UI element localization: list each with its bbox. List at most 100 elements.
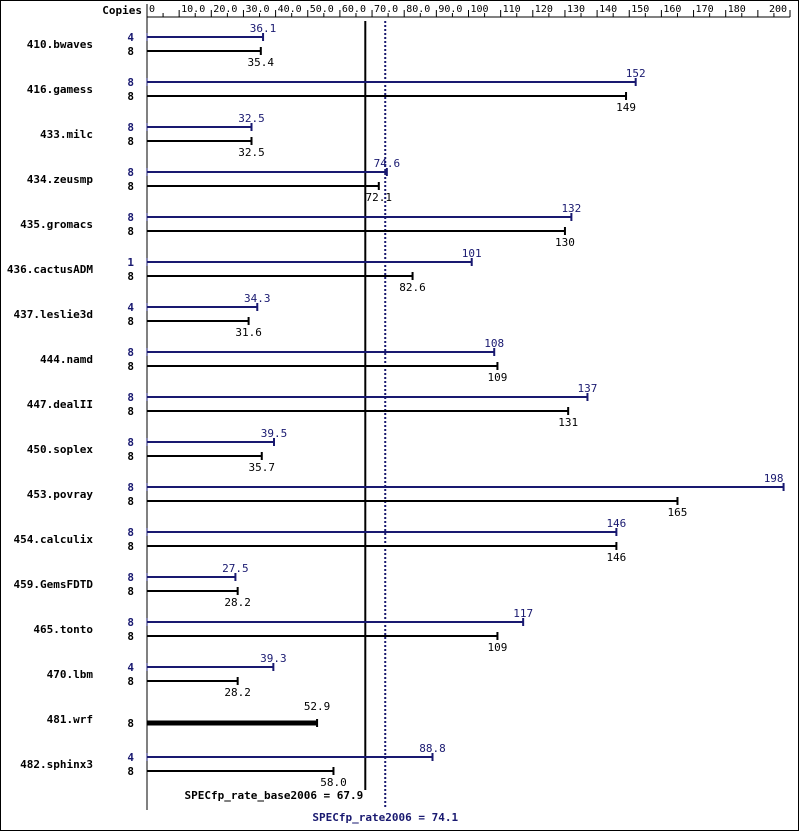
- base-copies: 8: [127, 90, 134, 103]
- tick-label: 30.0: [245, 4, 269, 15]
- base-copies: 8: [127, 585, 134, 598]
- base-copies: 8: [127, 180, 134, 193]
- benchmark-rows: 410.bwaves436.1835.4416.gamess8152814943…: [7, 22, 785, 789]
- peak-value-label: 39.3: [260, 652, 287, 665]
- base-value-label: 32.5: [238, 146, 265, 159]
- base-value-label: 35.4: [248, 56, 275, 69]
- tick-label: 140: [599, 4, 617, 15]
- benchmark-row: 435.gromacs 8 132 8 130: [20, 202, 581, 249]
- peak-copies: 8: [127, 391, 134, 404]
- peak-copies: 8: [127, 571, 134, 584]
- peak-value-label: 88.8: [419, 742, 446, 755]
- benchmark-name: 410.bwaves: [27, 38, 93, 51]
- peak-value-label: 32.5: [238, 112, 265, 125]
- benchmark-name: 444.namd: [40, 353, 93, 366]
- base-copies: 8: [127, 495, 134, 508]
- tick-label: 90.0: [438, 4, 462, 15]
- peak-copies: 8: [127, 346, 134, 359]
- benchmark-name: 450.soplex: [27, 443, 94, 456]
- tick-label: 120: [535, 4, 553, 15]
- peak-summary-label: SPECfp_rate2006 = 74.1: [312, 811, 458, 824]
- benchmark-row: 447.dealII 8 137 8 131: [27, 382, 598, 429]
- base-copies: 8: [127, 225, 134, 238]
- base-copies: 8: [127, 135, 134, 148]
- benchmark-row: 482.sphinx3 4 88.8 8 58.0: [20, 742, 446, 789]
- base-copies: 8: [127, 450, 134, 463]
- peak-copies: 8: [127, 166, 134, 179]
- benchmark-row: 410.bwaves 4 36.1 8 35.4: [27, 22, 277, 69]
- base-value-label: 165: [668, 506, 688, 519]
- peak-value-label: 74.6: [374, 157, 401, 170]
- base-copies: 8: [127, 315, 134, 328]
- tick-label: 40.0: [278, 4, 302, 15]
- benchmark-row: 453.povray 8 198 8 165: [27, 472, 785, 519]
- peak-value-label: 117: [513, 607, 533, 620]
- tick-label: 0: [149, 4, 155, 15]
- base-value-label: 28.2: [224, 596, 251, 609]
- base-copies: 8: [127, 270, 134, 283]
- benchmark-name: 482.sphinx3: [20, 758, 93, 771]
- base-value-label: 109: [487, 371, 507, 384]
- summary-lines: [364, 21, 387, 808]
- tick-label: 180: [728, 4, 746, 15]
- base-value-label: 35.7: [249, 461, 276, 474]
- peak-copies: 4: [127, 661, 134, 674]
- x-axis: Copies 0 10.0 20.0 30.0 40.0 50.0 60.0 70.0 80.0…: [102, 4, 791, 810]
- base-value-label: 52.9: [304, 700, 331, 713]
- peak-copies: 8: [127, 481, 134, 494]
- benchmark-name: 435.gromacs: [20, 218, 93, 231]
- base-copies: 8: [127, 717, 134, 730]
- base-value-label: 82.6: [399, 281, 426, 294]
- tick-label: 10.0: [181, 4, 205, 15]
- base-copies: 8: [127, 630, 134, 643]
- base-copies: 8: [127, 45, 134, 58]
- base-value-label: 146: [606, 551, 626, 564]
- base-value-label: 28.2: [224, 686, 251, 699]
- peak-value-label: 108: [484, 337, 504, 350]
- benchmark-row: 450.soplex 8 39.5 8 35.7: [27, 427, 287, 474]
- tick-label: 20.0: [213, 4, 237, 15]
- benchmark-name: 465.tonto: [33, 623, 93, 636]
- base-value-label: 149: [616, 101, 636, 114]
- peak-copies: 8: [127, 76, 134, 89]
- peak-copies: 8: [127, 121, 134, 134]
- benchmark-name: 481.wrf: [47, 713, 93, 726]
- base-value-label: 130: [555, 236, 575, 249]
- peak-copies: 8: [127, 616, 134, 629]
- copies-header: Copies: [102, 4, 142, 17]
- base-value-label: 109: [487, 641, 507, 654]
- peak-value-label: 39.5: [261, 427, 288, 440]
- benchmark-row: 465.tonto 8 117 8 109: [33, 607, 533, 654]
- base-summary-label: SPECfp_rate_base2006 = 67.9: [184, 789, 363, 802]
- peak-copies: 8: [127, 436, 134, 449]
- tick-label: 130: [567, 4, 585, 15]
- peak-value-label: 36.1: [250, 22, 277, 35]
- peak-value-label: 34.3: [244, 292, 271, 305]
- benchmark-name: 470.lbm: [47, 668, 94, 681]
- tick-label: 50.0: [310, 4, 334, 15]
- benchmark-row: 434.zeusmp 8 74.6 8 72.1: [27, 157, 400, 204]
- peak-copies: 4: [127, 301, 134, 314]
- peak-value-label: 198: [764, 472, 784, 485]
- benchmark-row: 433.milc 8 32.5 8 32.5: [40, 112, 265, 159]
- base-copies: 8: [127, 675, 134, 688]
- tick-label: 200: [769, 4, 787, 15]
- benchmark-name: 437.leslie3d: [14, 308, 93, 321]
- benchmark-row: 437.leslie3d 4 34.3 8 31.6: [14, 292, 271, 339]
- base-value-label: 31.6: [235, 326, 262, 339]
- benchmark-name: 416.gamess: [27, 83, 93, 96]
- peak-value-label: 132: [561, 202, 581, 215]
- benchmark-row: 481.wrf 8 52.9: [47, 700, 331, 730]
- benchmark-name: 447.dealII: [27, 398, 93, 411]
- benchmark-name: 434.zeusmp: [27, 173, 94, 186]
- benchmark-name: 433.milc: [40, 128, 93, 141]
- base-copies: 8: [127, 405, 134, 418]
- peak-copies: 4: [127, 751, 134, 764]
- base-copies: 8: [127, 540, 134, 553]
- peak-value-label: 137: [578, 382, 598, 395]
- benchmark-name: 453.povray: [27, 488, 94, 501]
- benchmark-name: 436.cactusADM: [7, 263, 93, 276]
- benchmark-row: 416.gamess 8 152 8 149: [27, 67, 646, 114]
